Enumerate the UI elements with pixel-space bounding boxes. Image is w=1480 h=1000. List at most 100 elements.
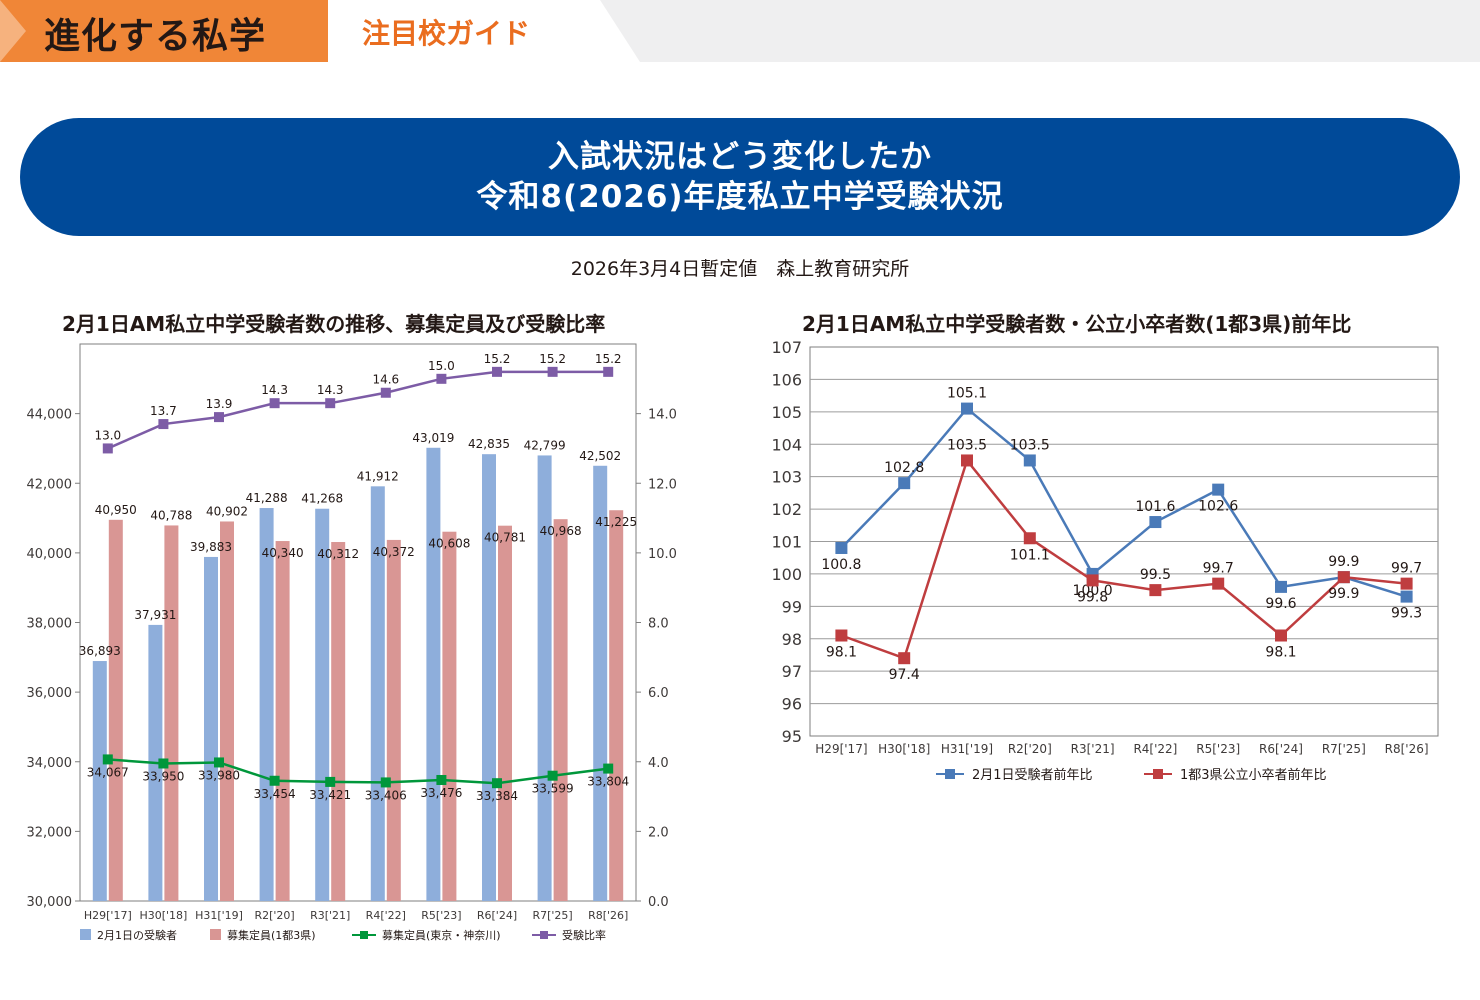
marker-capacity-tokyo <box>214 757 224 768</box>
data-label-examinees-yoy: 102.6 <box>1198 499 1238 515</box>
line-examinees-yoy <box>840 406 1407 598</box>
left-chart: 30,000 32,000 34,000 36,000 38,000 40,000 42,0… <box>27 343 677 942</box>
marker-graduates-yoy <box>835 629 848 642</box>
y-tick-label: 107 <box>771 338 802 357</box>
data-label-capacity-tokyo: 33,421 <box>309 788 351 802</box>
data-label-capacity: 40,968 <box>540 524 582 538</box>
marker-examinees-yoy <box>1212 483 1225 496</box>
data-label-capacity-tokyo: 33,804 <box>587 775 629 789</box>
marker-ratio <box>214 412 224 423</box>
data-label-ratio: 15.2 <box>484 352 511 366</box>
marker-ratio <box>102 443 113 454</box>
bar-capacity <box>220 521 234 901</box>
data-label-examinees-yoy: 99.3 <box>1391 606 1422 622</box>
title-banner: 入試状況はどう変化したか 令和8(2026)年度私立中学受験状況 <box>20 118 1460 236</box>
marker-graduates-yoy <box>1023 532 1036 545</box>
marker-examinees-yoy <box>835 541 848 554</box>
y-tick-label: 98 <box>782 630 802 649</box>
y-tick-label: 104 <box>771 435 802 454</box>
bar-examinees <box>593 465 608 901</box>
data-label-capacity-tokyo: 33,406 <box>365 788 407 802</box>
y-tick-label: 100 <box>771 565 802 584</box>
marker-ratio <box>436 373 447 384</box>
data-label-graduates-yoy: 99.5 <box>1140 567 1171 583</box>
data-label-examinees: 36,893 <box>79 644 121 658</box>
marker-graduates-yoy <box>1275 629 1287 642</box>
x-tick-label: H29['17] <box>815 742 867 756</box>
y2-tick-label: 10.0 <box>648 547 677 562</box>
data-label-capacity-tokyo: 33,599 <box>532 782 574 796</box>
x-tick-label: R3['21] <box>310 909 350 922</box>
legend-label: 募集定員(東京・神奈川) <box>382 928 501 942</box>
badge-arrow-icon <box>0 0 26 62</box>
data-label-graduates-yoy: 99.8 <box>1077 589 1108 605</box>
x-tick-label: R8['26] <box>1385 742 1429 756</box>
x-tick-label: R5['23] <box>1196 742 1240 756</box>
x-tick-label: H31['19] <box>941 742 993 756</box>
x-tick-label: R7['25] <box>532 909 572 922</box>
data-label-capacity: 41,225 <box>595 515 637 529</box>
y-tick-label: 44,000 <box>27 408 73 423</box>
bar-examinees <box>315 508 330 901</box>
data-label-capacity-tokyo: 34,067 <box>87 765 129 779</box>
data-label-capacity-tokyo: 33,454 <box>254 787 296 801</box>
source-note: 2026年3月4日暫定値 森上教育研究所 <box>570 258 910 280</box>
x-tick-label: H31['19] <box>195 909 243 922</box>
data-label-examinees-yoy: 101.6 <box>1135 499 1175 515</box>
marker-examinees-yoy <box>1149 516 1162 529</box>
bar-examinees <box>259 508 274 901</box>
y-tick-label: 38,000 <box>27 617 73 632</box>
data-label-examinees: 42,835 <box>468 437 510 451</box>
data-label-capacity: 40,950 <box>95 503 137 517</box>
marker-ratio <box>158 419 169 430</box>
marker-ratio <box>492 366 502 377</box>
data-label-examinees: 42,799 <box>524 438 566 452</box>
banner-title-line2: 令和8(2026)年度私立中学受験状況 <box>476 179 1004 215</box>
bar-capacity <box>164 525 179 901</box>
data-label-examinees-yoy: 100.8 <box>821 557 861 573</box>
marker-examinees-yoy <box>1400 590 1413 603</box>
x-tick-label: H29['17] <box>84 909 132 922</box>
data-label-examinees: 37,931 <box>134 608 176 622</box>
data-label-capacity-tokyo: 33,384 <box>476 789 518 803</box>
series-title: 進化する私学 <box>44 15 267 57</box>
x-tick-label: R4['22] <box>366 909 406 922</box>
legend-swatch <box>210 929 221 940</box>
marker-capacity-tokyo <box>102 754 113 765</box>
data-label-examinees: 43,019 <box>412 431 454 445</box>
marker-ratio <box>603 366 614 377</box>
data-label-examinees-yoy: 102.8 <box>884 460 924 476</box>
y-tick-label: 30,000 <box>27 895 73 910</box>
bar-capacity <box>331 542 346 901</box>
data-label-ratio: 13.9 <box>206 397 233 411</box>
marker-examinees-yoy <box>1023 454 1036 467</box>
data-label-capacity: 40,312 <box>317 547 359 561</box>
y-tick-label: 102 <box>771 500 802 519</box>
marker-graduates-yoy <box>1212 577 1225 590</box>
bar-examinees <box>537 455 552 901</box>
section-title: 注目校ガイド <box>362 17 531 50</box>
left-chart-title: 2月1日AM私立中学受験者数の推移、募集定員及び受験比率 <box>62 312 606 336</box>
marker-graduates-yoy <box>1400 577 1413 590</box>
data-label-capacity: 40,340 <box>262 546 304 560</box>
marker-capacity-tokyo <box>436 774 447 785</box>
data-label-examinees-yoy: 100.0 <box>1073 583 1113 599</box>
banner-title-line1: 入試状況はどう変化したか <box>548 139 932 175</box>
legend-marker <box>540 931 548 939</box>
y2-tick-label: 12.0 <box>648 477 677 492</box>
data-label-graduates-yoy: 98.1 <box>1265 645 1296 661</box>
series-badge <box>0 0 328 62</box>
marker-examinees-yoy <box>898 477 911 490</box>
x-tick-label: R7['25] <box>1322 742 1366 756</box>
marker-graduates-yoy <box>1337 571 1350 584</box>
data-label-graduates-yoy: 101.1 <box>1010 547 1050 563</box>
bar-capacity <box>108 519 123 901</box>
data-label-ratio: 15.2 <box>595 352 622 366</box>
bar-capacity <box>386 539 401 901</box>
legend-marker <box>360 931 368 939</box>
x-tick-label: R6['24] <box>1259 742 1303 756</box>
bar-examinees <box>426 447 441 901</box>
legend-label: 募集定員(1都3県) <box>227 928 316 942</box>
marker-ratio <box>325 398 336 409</box>
data-label-examinees-yoy: 105.1 <box>947 386 987 402</box>
